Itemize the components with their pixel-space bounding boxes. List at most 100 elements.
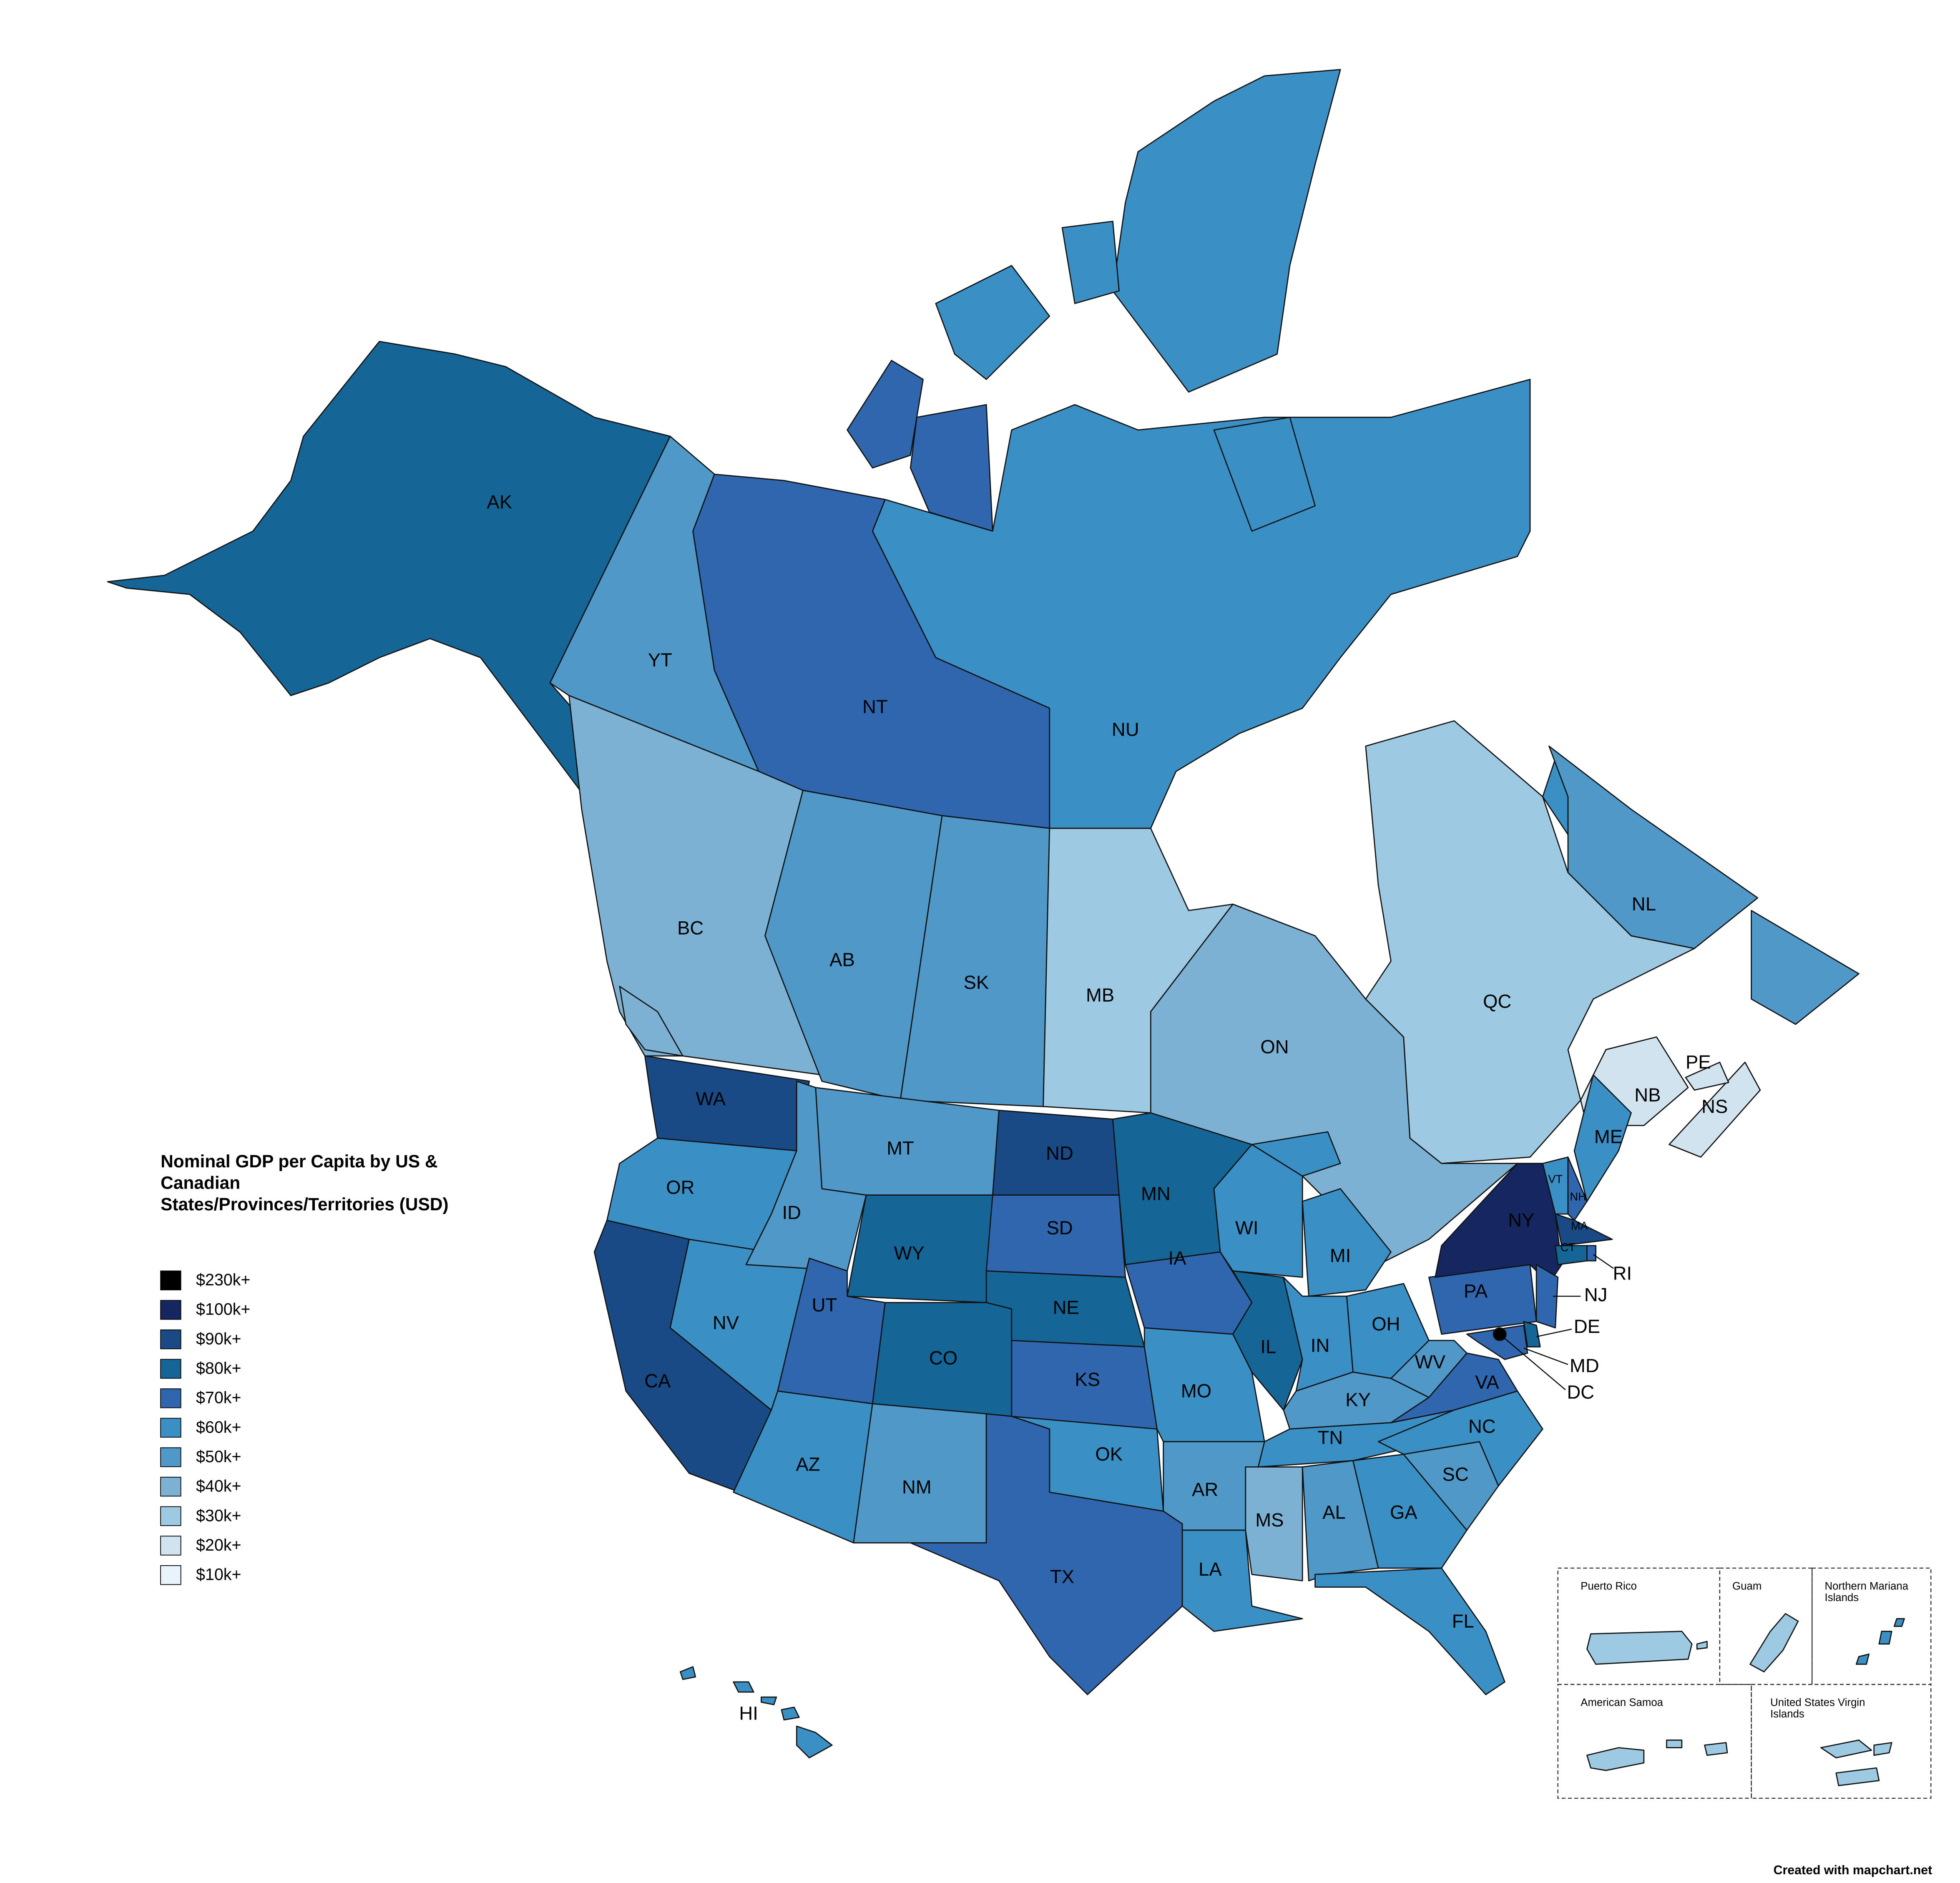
region-shape <box>679 1666 696 1680</box>
region-label: MI <box>1330 1245 1351 1266</box>
legend-label: $80k+ <box>196 1359 241 1378</box>
region-shape <box>1523 1321 1541 1348</box>
leader-line <box>1593 1254 1614 1269</box>
region-labels: AK YT NT NU BC AB SK MB ON QC NL NB NS PE WA OR CA NV ID MT… <box>487 491 1728 1724</box>
inset-shape <box>1873 1742 1892 1756</box>
leader-line <box>1523 1348 1568 1365</box>
region-label: ND <box>1046 1142 1073 1164</box>
legend-swatch <box>160 1506 181 1526</box>
region-label: KY <box>1345 1389 1371 1410</box>
region-shape <box>1213 417 1316 532</box>
inset-name-box: Puerto Rico <box>1581 1581 1637 1591</box>
region-label: CT <box>1560 1241 1576 1254</box>
region-label: WV <box>1415 1351 1446 1373</box>
legend-swatch <box>160 1536 181 1556</box>
inset-shape <box>1835 1767 1880 1786</box>
region-label: NU <box>1112 719 1139 740</box>
legend-label: $90k+ <box>196 1330 241 1348</box>
region-label: MA <box>1571 1219 1588 1232</box>
region-shape <box>1555 1213 1613 1247</box>
region-label: WY <box>894 1242 925 1264</box>
region-shape <box>935 265 1050 380</box>
insets: Puerto Rico Guam Northern Mariana Islands A… <box>1581 1581 1909 1786</box>
legend-swatch <box>160 1477 181 1497</box>
legend-label: $50k+ <box>196 1448 241 1466</box>
region-shape <box>764 789 943 1101</box>
region-label: ON <box>1260 1036 1289 1058</box>
region-label: NB <box>1634 1084 1661 1106</box>
region-label: UT <box>812 1294 837 1315</box>
legend-label: $40k+ <box>196 1477 241 1496</box>
legend-swatch <box>160 1418 181 1438</box>
region-shape <box>1251 1131 1341 1177</box>
region-label: RI <box>1613 1263 1632 1284</box>
region-label: VA <box>1475 1371 1499 1393</box>
inset-shape <box>1749 1613 1799 1672</box>
region-label: MN <box>1141 1183 1171 1204</box>
inset-name-box: American Samoa <box>1581 1697 1663 1709</box>
region-shape <box>1669 1061 1761 1158</box>
region-label: PA <box>1464 1280 1488 1302</box>
region-shape <box>1302 1460 1379 1581</box>
legend-swatch <box>160 1447 181 1467</box>
region-shape <box>1573 1074 1632 1202</box>
region-label: ME <box>1594 1126 1623 1147</box>
region-shape <box>761 1696 777 1705</box>
region-label: FL <box>1452 1610 1474 1632</box>
inset-shape <box>1820 1739 1872 1759</box>
region-label: MD <box>1570 1355 1599 1376</box>
region-shape <box>1435 1163 1563 1285</box>
legend-label: $230k+ <box>196 1271 250 1289</box>
region-label: QC <box>1483 991 1511 1012</box>
inset-shape <box>1586 1631 1693 1665</box>
inset-shape <box>1855 1653 1870 1665</box>
legend-swatch <box>160 1329 181 1350</box>
region-label: SC <box>1442 1464 1469 1485</box>
region-label: OK <box>1095 1443 1123 1465</box>
region-label: NM <box>902 1476 932 1498</box>
region-shape <box>1751 910 1859 1025</box>
region-shape <box>619 985 683 1057</box>
inset-name-box: Guam <box>1732 1581 1762 1592</box>
region-shape <box>1390 1340 1467 1398</box>
region-label: DE <box>1574 1316 1600 1337</box>
region-shape <box>1352 1453 1467 1569</box>
region-label: SD <box>1046 1217 1073 1238</box>
region-label: VT <box>1548 1172 1563 1185</box>
region-label: NL <box>1632 893 1656 915</box>
region-label: GA <box>1390 1502 1417 1523</box>
legend-label: $20k+ <box>196 1536 241 1554</box>
inset-shape <box>1586 1747 1645 1771</box>
region-shape <box>781 1707 800 1721</box>
region-shape <box>847 360 924 469</box>
region-label: PE <box>1686 1051 1711 1073</box>
region-label: IL <box>1260 1336 1276 1357</box>
region-label: MS <box>1255 1509 1284 1531</box>
legend-title: Nominal GDP per Capita by US & Canadian … <box>161 1151 449 1214</box>
inset-frame <box>1751 1684 1932 1799</box>
credit: Created with mapchart.net <box>1774 1863 1932 1877</box>
region-label: AR <box>1192 1479 1218 1500</box>
region-label: OH <box>1372 1313 1400 1335</box>
inset-name-box: United States Virgin Islands <box>1770 1697 1865 1720</box>
region-shape <box>1112 69 1341 393</box>
region-label: MT <box>887 1137 914 1159</box>
region-label: NV <box>713 1312 739 1333</box>
region-shape <box>796 1725 833 1759</box>
region-shape <box>733 1681 754 1693</box>
inset-name: United States Virgin Islands <box>1770 1697 1865 1720</box>
legend-label: $100k+ <box>196 1300 250 1319</box>
region-label: NE <box>1053 1297 1079 1318</box>
inset-name: American Samoa <box>1581 1697 1663 1709</box>
inset-shape <box>1704 1742 1728 1756</box>
region-label: DC <box>1567 1382 1594 1403</box>
region-label: KS <box>1075 1369 1100 1390</box>
inset-name-box: Northern Mariana Islands <box>1825 1581 1909 1603</box>
region-shape <box>1586 1245 1597 1262</box>
region-shape <box>1061 221 1120 304</box>
legend-label: $70k+ <box>196 1389 241 1407</box>
inset-name: Guam <box>1732 1581 1762 1592</box>
region-label: WA <box>696 1088 726 1109</box>
